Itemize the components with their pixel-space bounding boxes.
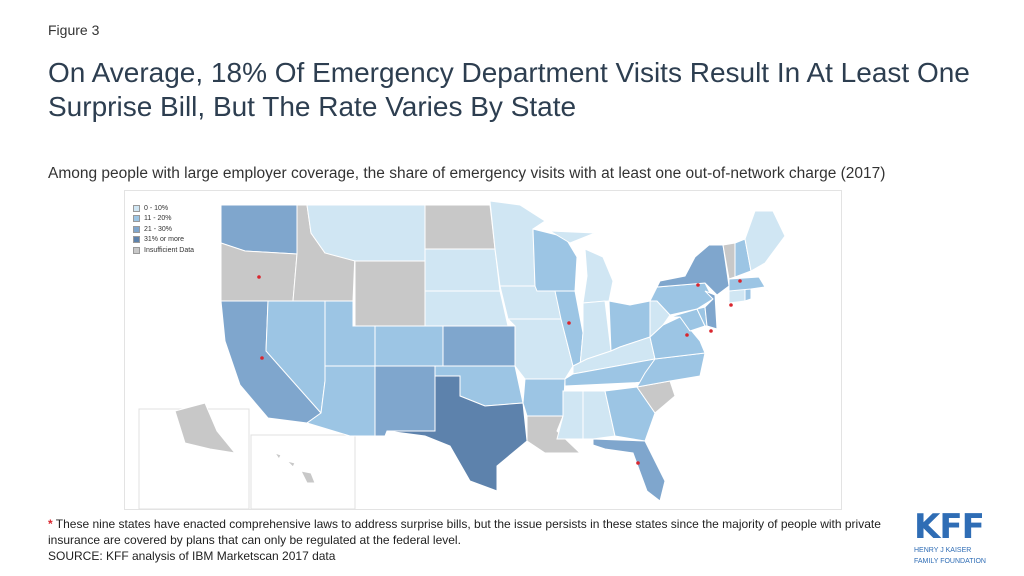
law-marker-ca bbox=[260, 356, 264, 360]
law-marker-ny bbox=[696, 283, 700, 287]
state-co[interactable] bbox=[374, 325, 444, 367]
legend-item: 11 - 20% bbox=[133, 214, 194, 225]
state-nd[interactable] bbox=[424, 204, 496, 250]
state-me[interactable] bbox=[744, 210, 786, 272]
legend-swatch bbox=[133, 225, 140, 233]
law-marker-ct bbox=[729, 303, 733, 307]
legend-swatch bbox=[133, 204, 140, 212]
legend-swatch bbox=[133, 246, 140, 254]
state-tx[interactable] bbox=[386, 375, 528, 492]
source-note: SOURCE: KFF analysis of IBM Marketscan 2… bbox=[48, 549, 336, 563]
law-marker-fl bbox=[636, 461, 640, 465]
legend-label: 11 - 20% bbox=[144, 215, 172, 223]
law-marker-md bbox=[685, 333, 689, 337]
state-sd[interactable] bbox=[424, 248, 501, 292]
state-ri[interactable] bbox=[744, 288, 752, 302]
law-marker-or bbox=[257, 275, 261, 279]
state-al[interactable] bbox=[582, 390, 616, 440]
inset-frame bbox=[250, 434, 356, 509]
state-ar[interactable] bbox=[522, 378, 566, 417]
kff-logo-mark: KFF bbox=[914, 507, 985, 547]
kff-logo: KFF HENRY J KAISER FAMILY FOUNDATION bbox=[914, 510, 994, 566]
state-wy[interactable] bbox=[354, 260, 426, 327]
law-marker-il bbox=[567, 321, 571, 325]
footnote-asterisk: * bbox=[48, 517, 53, 531]
kff-logo-line1: HENRY J KAISER bbox=[914, 547, 972, 554]
state-ne[interactable] bbox=[424, 290, 509, 327]
state-ms[interactable] bbox=[556, 390, 584, 440]
kff-logo-line2: FAMILY FOUNDATION bbox=[914, 558, 986, 565]
legend-item: 31% or more bbox=[133, 235, 194, 246]
legend-label: Insufficient Data bbox=[144, 246, 195, 254]
legend-swatch bbox=[133, 236, 140, 244]
us-map bbox=[138, 200, 786, 509]
state-ak[interactable] bbox=[174, 402, 237, 454]
legend-item: 0 - 10% bbox=[133, 203, 194, 214]
state-ny[interactable] bbox=[656, 244, 730, 296]
state-fl[interactable] bbox=[592, 438, 666, 502]
page-title: On Average, 18% Of Emergency Department … bbox=[48, 57, 970, 122]
legend-item: 21 - 30% bbox=[133, 224, 194, 235]
state-nj[interactable] bbox=[704, 290, 718, 330]
state-ks[interactable] bbox=[442, 325, 516, 367]
legend-item: Insufficient Data bbox=[133, 245, 194, 256]
map-panel: 0 - 10% 11 - 20% 21 - 30% 31% or more Insuff… bbox=[124, 190, 842, 510]
state-nm[interactable] bbox=[374, 365, 436, 437]
map-legend: 0 - 10% 11 - 20% 21 - 30% 31% or more Insuff… bbox=[133, 203, 194, 256]
legend-label: 31% or more bbox=[144, 236, 185, 244]
state-ma[interactable] bbox=[728, 276, 766, 292]
law-marker-nh bbox=[738, 279, 742, 283]
law-marker-nj bbox=[709, 329, 713, 333]
legend-label: 0 - 10% bbox=[144, 204, 169, 212]
footnote: * These nine states have enacted compreh… bbox=[48, 516, 888, 548]
legend-swatch bbox=[133, 215, 140, 223]
figure-label: Figure 3 bbox=[48, 22, 100, 38]
footnote-text: These nine states have enacted comprehen… bbox=[48, 517, 881, 547]
legend-label: 21 - 30% bbox=[144, 225, 173, 233]
state-hi[interactable] bbox=[273, 452, 316, 484]
state-ga[interactable] bbox=[604, 386, 656, 442]
page-subtitle: Among people with large employer coverag… bbox=[48, 165, 886, 182]
